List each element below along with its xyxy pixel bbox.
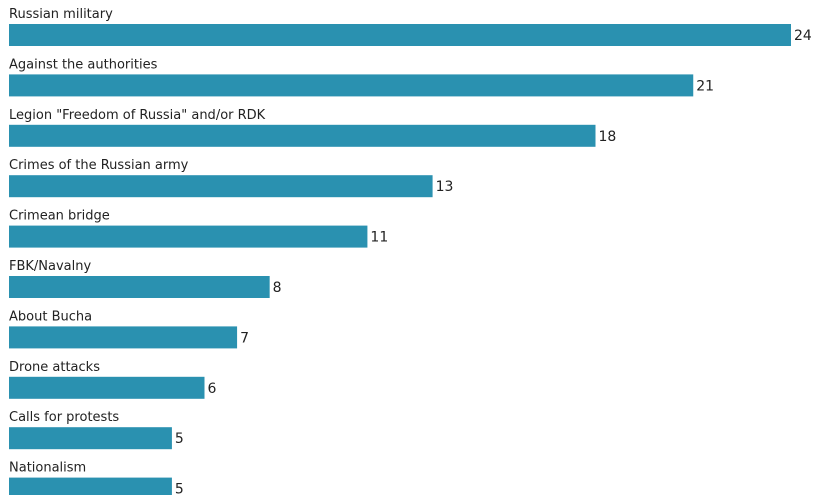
value-label: 5 <box>175 482 184 495</box>
value-label: 7 <box>240 330 249 346</box>
bar <box>9 326 238 349</box>
bar-row: Against the authorities 21 <box>9 57 714 97</box>
category-label: About Bucha <box>9 309 92 324</box>
value-label: 13 <box>436 179 454 195</box>
category-label: Russian military <box>9 7 113 22</box>
value-label: 5 <box>175 431 184 447</box>
bar <box>9 225 368 248</box>
bar <box>9 24 791 46</box>
bar-row: Russian military 24 <box>9 7 812 46</box>
value-label: 6 <box>208 381 217 397</box>
bar <box>9 74 694 97</box>
category-label: FBK/Navalny <box>9 259 92 274</box>
bar-row: FBK/Navalny 8 <box>9 259 282 298</box>
category-label: Legion "Freedom of Russia" and/or RDK <box>9 108 266 123</box>
value-label: 11 <box>370 230 388 246</box>
bar <box>9 175 433 198</box>
bar <box>9 276 270 298</box>
bar-row: Crimes of the Russian army 13 <box>9 158 454 198</box>
category-label: Drone attacks <box>9 360 100 375</box>
bar <box>9 427 172 450</box>
bar-row: Crimean bridge 11 <box>9 209 388 248</box>
category-label: Crimean bridge <box>9 209 110 224</box>
bar-row: About Bucha 7 <box>9 309 249 349</box>
bar-row: Legion "Freedom of Russia" and/or RDK 18 <box>9 108 616 147</box>
value-label: 21 <box>696 78 714 94</box>
bar-row: Calls for protests 5 <box>9 410 184 450</box>
category-label: Calls for protests <box>9 410 119 425</box>
value-label: 8 <box>273 280 282 296</box>
bar-row: Drone attacks 6 <box>9 360 217 399</box>
category-label: Nationalism <box>9 461 86 476</box>
bar <box>9 376 205 399</box>
bar <box>9 124 596 147</box>
value-label: 24 <box>794 28 812 44</box>
category-label: Against the authorities <box>9 57 158 72</box>
value-label: 18 <box>599 129 617 145</box>
bar <box>9 477 172 495</box>
category-label: Crimes of the Russian army <box>9 158 189 173</box>
bar-row: Nationalism 5 <box>9 461 184 495</box>
